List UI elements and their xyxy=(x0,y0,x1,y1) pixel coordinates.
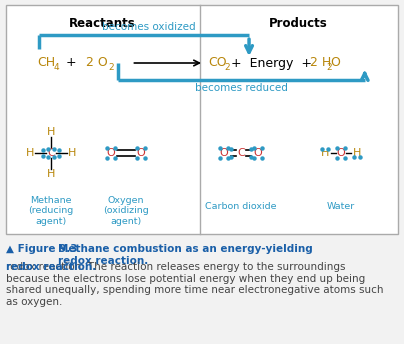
Text: O: O xyxy=(330,56,341,69)
Text: 2: 2 xyxy=(326,63,332,72)
Text: Reactants: Reactants xyxy=(69,17,135,30)
Text: Carbon dioxide: Carbon dioxide xyxy=(206,202,277,211)
Text: 2 H: 2 H xyxy=(310,56,331,69)
Text: H: H xyxy=(26,148,34,158)
Text: O: O xyxy=(254,148,263,158)
Text: O: O xyxy=(136,148,145,158)
Text: H: H xyxy=(68,148,76,158)
Text: O: O xyxy=(220,148,229,158)
Text: O: O xyxy=(106,148,115,158)
Bar xyxy=(6,5,398,234)
Text: becomes reduced: becomes reduced xyxy=(195,83,288,93)
Text: H: H xyxy=(47,127,55,137)
Text: C: C xyxy=(237,148,245,158)
Text: 2: 2 xyxy=(109,63,114,72)
Text: Methane
(reducing
agent): Methane (reducing agent) xyxy=(28,196,74,226)
Text: CH: CH xyxy=(37,56,55,69)
Text: H: H xyxy=(47,169,55,179)
Text: Methane combustion as an energy-yielding
redox reaction.: Methane combustion as an energy-yielding… xyxy=(58,244,313,266)
Text: O: O xyxy=(337,148,345,158)
Text: 2 O: 2 O xyxy=(86,56,108,69)
Text: H: H xyxy=(353,148,361,158)
Text: redox reaction.: redox reaction. xyxy=(6,262,96,272)
Text: redox reaction. The reaction releases energy to the surroundings
because the ele: redox reaction. The reaction releases en… xyxy=(6,262,383,307)
Text: CO: CO xyxy=(208,56,227,69)
Text: +: + xyxy=(65,56,76,69)
Text: becomes oxidized: becomes oxidized xyxy=(102,22,196,32)
Text: ▲ Figure 9.3: ▲ Figure 9.3 xyxy=(6,244,85,254)
Text: +  Energy  +: + Energy + xyxy=(231,56,312,69)
Text: H: H xyxy=(321,148,329,158)
Text: Water: Water xyxy=(327,202,355,211)
Text: Products: Products xyxy=(269,17,327,30)
Text: 4: 4 xyxy=(54,63,59,72)
Text: C: C xyxy=(47,148,55,158)
Text: 2: 2 xyxy=(225,63,230,72)
Text: Oxygen
(oxidizing
agent): Oxygen (oxidizing agent) xyxy=(103,196,148,226)
